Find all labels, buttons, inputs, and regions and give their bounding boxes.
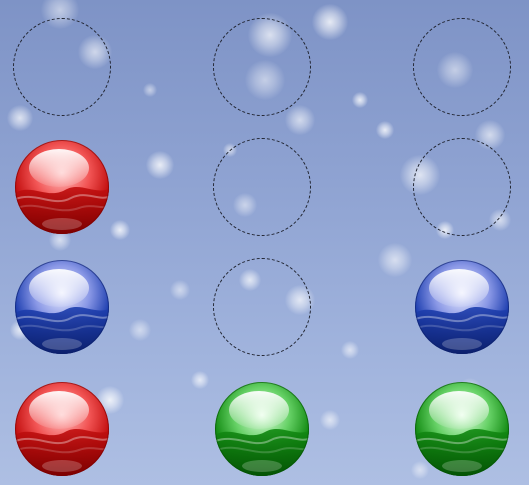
empty-slot[interactable]: [413, 18, 511, 116]
sparkle: [170, 280, 190, 300]
green-ball[interactable]: [413, 380, 511, 478]
empty-slot[interactable]: [13, 18, 111, 116]
empty-slot[interactable]: [213, 258, 311, 356]
empty-slot[interactable]: [213, 138, 311, 236]
filled-slot[interactable]: [213, 380, 311, 478]
sparkle: [146, 151, 174, 179]
sparkle: [7, 105, 33, 131]
sparkle: [376, 121, 394, 139]
sparkle: [191, 371, 209, 389]
sparkle: [110, 220, 130, 240]
blue-ball[interactable]: [13, 258, 111, 356]
sparkle: [285, 105, 315, 135]
filled-slot[interactable]: [13, 258, 111, 356]
empty-slot[interactable]: [413, 138, 511, 236]
sparkle: [341, 341, 359, 359]
empty-slot[interactable]: [213, 18, 311, 116]
sparkle: [352, 92, 368, 108]
sparkle: [143, 83, 157, 97]
sparkle: [129, 319, 151, 341]
filled-slot[interactable]: [13, 138, 111, 236]
blue-ball[interactable]: [413, 258, 511, 356]
red-ball[interactable]: [13, 380, 111, 478]
sparkle: [320, 410, 340, 430]
filled-slot[interactable]: [13, 380, 111, 478]
green-ball[interactable]: [213, 380, 311, 478]
sparkle: [312, 4, 348, 40]
filled-slot[interactable]: [413, 258, 511, 356]
sparkle: [378, 243, 412, 277]
red-ball[interactable]: [13, 138, 111, 236]
filled-slot[interactable]: [413, 380, 511, 478]
